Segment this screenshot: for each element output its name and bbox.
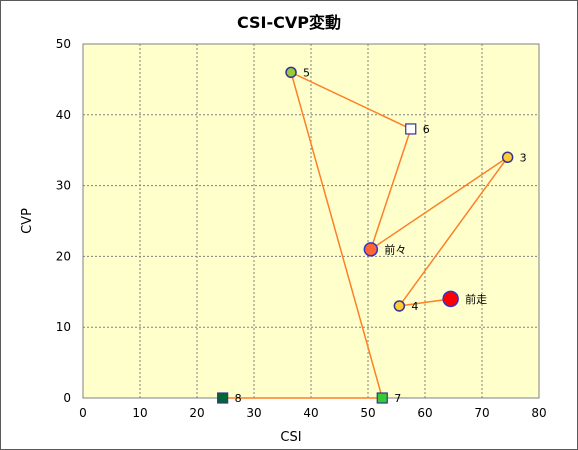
- data-point-square: [405, 123, 417, 135]
- data-point-label: 3: [520, 151, 527, 164]
- data-point-circle: [363, 242, 379, 257]
- series-line: [222, 70, 509, 399]
- data-point-square: [376, 392, 388, 404]
- x-tick-label: 20: [189, 406, 204, 420]
- y-tick-labels: 0 10 20 30 40 50: [56, 37, 71, 405]
- x-tick-labels: 0 10 20 30 40 50 60 70 80: [79, 406, 546, 420]
- series-polyline: [222, 70, 509, 399]
- data-point-label: 6: [423, 123, 430, 136]
- y-tick-label: 30: [56, 179, 71, 193]
- data-point-square: [217, 392, 229, 404]
- data-point-label: 8: [235, 392, 242, 405]
- x-tick-label: 50: [360, 406, 375, 420]
- x-tick-label: 30: [246, 406, 261, 420]
- point-labels: 8 7 5 6 前々 3 4 前走: [235, 66, 527, 405]
- x-tick-label: 60: [417, 406, 432, 420]
- x-tick-label: 70: [474, 406, 489, 420]
- data-point-circle: [501, 151, 514, 164]
- y-tick-label: 50: [56, 37, 71, 51]
- x-axis-label: CSI: [280, 430, 301, 445]
- data-point-label: 前走: [465, 292, 487, 306]
- data-point-label: 5: [303, 66, 310, 79]
- data-points: [217, 66, 514, 404]
- x-tick-label: 10: [132, 406, 147, 420]
- y-tick-label: 10: [56, 320, 71, 334]
- y-tick-label: 0: [63, 391, 71, 405]
- y-tick-label: 40: [56, 108, 71, 122]
- data-point-label: 7: [394, 392, 401, 405]
- data-point-circle: [442, 290, 459, 308]
- grid-lines: [83, 44, 539, 398]
- data-point-circle: [393, 300, 406, 312]
- chart-title: CSI-CVP変動: [237, 13, 341, 32]
- y-axis-label: CVP: [20, 208, 35, 234]
- data-point-label: 4: [411, 300, 418, 313]
- x-tick-label: 0: [79, 406, 87, 420]
- x-tick-label: 80: [531, 406, 546, 420]
- x-tick-label: 40: [303, 406, 318, 420]
- data-point-label: 前々: [384, 242, 406, 256]
- data-point-circle: [285, 66, 297, 79]
- y-tick-label: 20: [56, 249, 71, 263]
